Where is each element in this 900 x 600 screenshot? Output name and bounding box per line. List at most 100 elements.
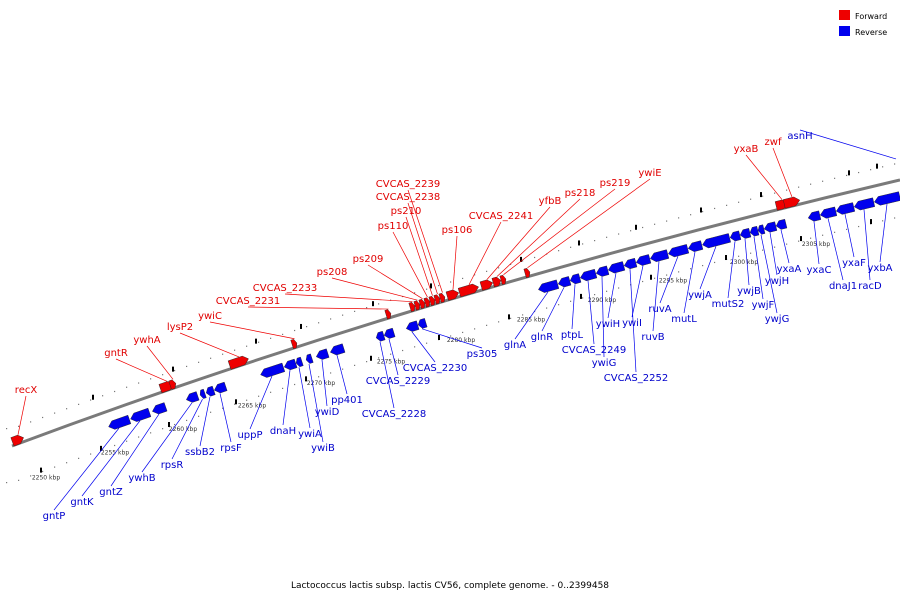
gene-yxaA[interactable] bbox=[775, 218, 788, 230]
gene-label-ywiA[interactable]: ywiA bbox=[298, 429, 322, 440]
gene-label-yxaA[interactable]: yxaA bbox=[777, 264, 802, 275]
gene-label-yxaB[interactable]: yxaB bbox=[734, 144, 759, 155]
gene-ps209[interactable] bbox=[418, 298, 426, 309]
gene-label-lysP2[interactable]: lysP2 bbox=[167, 322, 193, 333]
gene-label-rpsR[interactable]: rpsR bbox=[161, 460, 184, 471]
gene-ywiC[interactable] bbox=[290, 339, 299, 350]
gene-label-ywjG[interactable]: ywjG bbox=[765, 314, 790, 325]
gene-label-CVCAS_2252[interactable]: CVCAS_2252 bbox=[604, 373, 668, 384]
gene-label-CVCAS_2230[interactable]: CVCAS_2230 bbox=[403, 363, 467, 374]
gene-label-ywiH[interactable]: ywiH bbox=[596, 319, 620, 330]
gene-label-ps218[interactable]: ps218 bbox=[565, 188, 596, 199]
gene-label-ywiI[interactable]: ywiI bbox=[622, 318, 642, 329]
gene-label-CVCAS_2239[interactable]: CVCAS_2239 bbox=[376, 179, 440, 190]
gene-ps218[interactable] bbox=[491, 276, 502, 288]
gene-CVCAS_2238[interactable] bbox=[433, 294, 441, 305]
gene-label-yxbA[interactable]: yxbA bbox=[867, 263, 892, 274]
gene-gntP[interactable] bbox=[107, 414, 132, 431]
gene-ywhB[interactable] bbox=[185, 391, 200, 404]
gene-label-gntK[interactable]: gntK bbox=[70, 497, 94, 508]
gene-label-ps219[interactable]: ps219 bbox=[600, 178, 631, 189]
gene-label-CVCAS_2229[interactable]: CVCAS_2229 bbox=[366, 376, 430, 387]
gene-yxaF[interactable] bbox=[835, 202, 856, 216]
gene-ps110[interactable] bbox=[423, 297, 431, 308]
gene-label-CVCAS_2231[interactable]: CVCAS_2231 bbox=[216, 296, 280, 307]
gene-ywjG[interactable] bbox=[757, 224, 766, 235]
gene-uppP[interactable] bbox=[259, 362, 286, 379]
gene-ywiD[interactable] bbox=[315, 348, 330, 361]
gene-gntK[interactable] bbox=[129, 407, 152, 423]
gene-label-ps110[interactable]: ps110 bbox=[378, 221, 409, 232]
gene-label-ywiC[interactable]: ywiC bbox=[198, 311, 222, 322]
gene-ruvA[interactable] bbox=[667, 244, 690, 258]
gene-ywjA[interactable] bbox=[701, 233, 731, 249]
gene-CVCAS_2231[interactable] bbox=[384, 309, 392, 320]
gene-label-pp401[interactable]: pp401 bbox=[331, 395, 363, 406]
gene-label-zwf[interactable]: zwf bbox=[765, 137, 782, 148]
gene-mutL[interactable] bbox=[687, 240, 704, 253]
gene-label-ps106[interactable]: ps106 bbox=[442, 225, 473, 236]
gene-CVCAS_2249[interactable] bbox=[579, 268, 598, 282]
gene-label-ywiG[interactable]: ywiG bbox=[592, 358, 617, 369]
gene-ps208[interactable] bbox=[413, 300, 421, 311]
gene-zwf[interactable] bbox=[782, 196, 801, 209]
gene-dnaH[interactable] bbox=[283, 358, 298, 371]
gene-label-gntZ[interactable]: gntZ bbox=[99, 487, 123, 498]
gene-CVCAS_2252[interactable] bbox=[623, 257, 638, 270]
gene-label-gntP[interactable]: gntP bbox=[43, 511, 66, 522]
gene-ps106[interactable] bbox=[445, 288, 460, 301]
gene-ywhA[interactable] bbox=[168, 379, 178, 390]
gene-ps305[interactable] bbox=[417, 318, 428, 329]
gene-label-ywjH[interactable]: ywjH bbox=[765, 276, 789, 287]
gene-ptpL[interactable] bbox=[569, 273, 582, 285]
gene-label-rpsF[interactable]: rpsF bbox=[220, 443, 242, 454]
gene-CVCAS_2233[interactable] bbox=[408, 302, 416, 312]
gene-mutS2[interactable] bbox=[729, 230, 742, 242]
gene-ywiE[interactable] bbox=[523, 268, 531, 279]
gene-label-ywiD[interactable]: ywiD bbox=[315, 407, 340, 418]
gene-label-dnaJ1[interactable]: dnaJ1 bbox=[829, 281, 857, 292]
gene-rpsF[interactable] bbox=[213, 381, 228, 394]
gene-label-ruvA[interactable]: ruvA bbox=[648, 304, 671, 315]
gene-yxbA[interactable] bbox=[873, 191, 900, 207]
gene-label-ps305[interactable]: ps305 bbox=[467, 349, 498, 360]
gene-label-mutL[interactable]: mutL bbox=[671, 314, 697, 325]
gene-ruvB[interactable] bbox=[649, 249, 670, 263]
gene-ywiH[interactable] bbox=[607, 261, 626, 275]
gene-ywiI[interactable] bbox=[635, 254, 652, 266]
gene-ywjF[interactable] bbox=[749, 226, 760, 237]
gene-label-ruvB[interactable]: ruvB bbox=[641, 332, 664, 343]
gene-ywjB[interactable] bbox=[739, 228, 752, 239]
gene-ywiB[interactable] bbox=[305, 353, 314, 364]
gene-label-uppP[interactable]: uppP bbox=[237, 430, 262, 441]
gene-label-CVCAS_2228[interactable]: CVCAS_2228 bbox=[362, 409, 426, 420]
gene-label-ywhA[interactable]: ywhA bbox=[133, 335, 160, 346]
gene-ywjH[interactable] bbox=[763, 221, 778, 234]
gene-yfbB[interactable] bbox=[479, 278, 494, 291]
gene-gntZ[interactable] bbox=[151, 402, 168, 416]
gene-label-ywiB[interactable]: ywiB bbox=[311, 443, 335, 454]
gene-label-glnA[interactable]: glnA bbox=[504, 340, 526, 351]
gene-CVCAS_2229[interactable] bbox=[383, 327, 396, 340]
gene-CVCAS_2230[interactable] bbox=[405, 320, 420, 333]
gene-yxaC[interactable] bbox=[807, 210, 822, 223]
gene-ssbB2[interactable] bbox=[205, 385, 216, 397]
gene-ywiA[interactable] bbox=[295, 356, 304, 367]
gene-label-asnH[interactable]: asnH bbox=[787, 131, 812, 142]
gene-label-ps208[interactable]: ps208 bbox=[317, 267, 348, 278]
gene-label-ywjB[interactable]: ywjB bbox=[737, 286, 761, 297]
gene-label-ssbB2[interactable]: ssbB2 bbox=[185, 447, 215, 458]
gene-label-CVCAS_2249[interactable]: CVCAS_2249 bbox=[562, 345, 626, 356]
gene-label-yfbB[interactable]: yfbB bbox=[539, 196, 562, 207]
gene-pp401[interactable] bbox=[329, 343, 346, 357]
gene-CVCAS_2228[interactable] bbox=[375, 330, 386, 342]
gene-label-dnaH[interactable]: dnaH bbox=[270, 426, 296, 437]
gene-label-ywjF[interactable]: ywjF bbox=[752, 300, 775, 311]
gene-label-ywiE[interactable]: ywiE bbox=[638, 168, 661, 179]
gene-dnaJ1[interactable] bbox=[819, 206, 838, 220]
gene-racD[interactable] bbox=[853, 197, 876, 211]
gene-recX[interactable] bbox=[10, 433, 25, 447]
gene-label-ywhB[interactable]: ywhB bbox=[128, 473, 155, 484]
gene-label-ps210[interactable]: ps210 bbox=[391, 206, 422, 217]
gene-label-ptpL[interactable]: ptpL bbox=[561, 330, 584, 341]
